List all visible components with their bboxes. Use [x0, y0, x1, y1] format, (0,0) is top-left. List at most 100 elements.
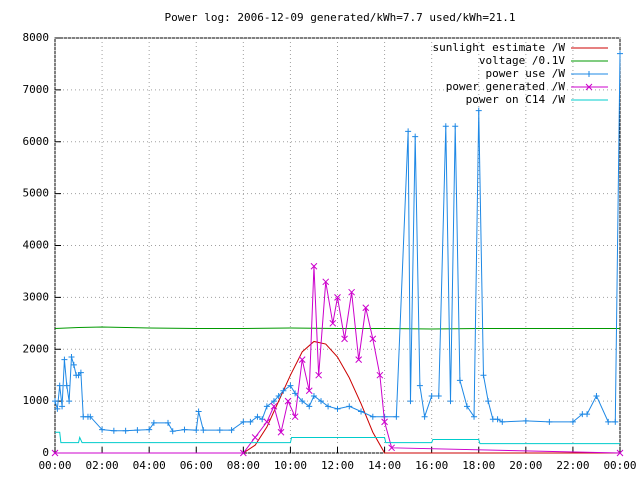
point-marker [165, 419, 171, 426]
x-tick-label: 14:00 [368, 459, 401, 472]
point-marker [325, 403, 332, 410]
point-marker [56, 382, 63, 389]
legend-marker [585, 83, 593, 91]
point-marker [134, 427, 141, 434]
point-marker [99, 426, 106, 433]
point-marker [381, 418, 388, 426]
point-marker [341, 335, 348, 343]
point-marker [376, 371, 384, 379]
point-marker [369, 413, 376, 420]
point-marker [263, 418, 271, 426]
point-marker [68, 354, 75, 361]
point-marker [291, 413, 299, 421]
series-line [55, 431, 620, 445]
y-tick-label: 1000 [23, 394, 50, 407]
point-marker [329, 319, 337, 327]
point-marker [348, 288, 355, 296]
point-marker [63, 382, 70, 389]
y-tick-label: 4000 [23, 239, 50, 252]
point-marker [292, 390, 299, 397]
y-tick-label: 7000 [23, 83, 50, 96]
point-marker [298, 356, 306, 363]
point-marker [299, 398, 306, 405]
legend-label: power on C14 /W [466, 93, 566, 106]
point-marker [407, 398, 414, 405]
point-marker [77, 369, 84, 376]
x-tick-label: 04:00 [133, 459, 166, 472]
point-marker [612, 418, 619, 425]
legend-marker [586, 71, 592, 77]
point-marker [216, 427, 223, 434]
point-marker [369, 335, 377, 343]
point-marker [66, 398, 73, 405]
series-line [55, 266, 621, 454]
x-tick-label: 22:00 [556, 459, 589, 472]
point-marker [471, 413, 478, 420]
point-marker [70, 361, 77, 368]
point-marker [280, 387, 287, 394]
x-tick-label: 20:00 [509, 459, 542, 472]
point-marker [270, 398, 277, 405]
point-marker [52, 398, 58, 405]
point-marker [428, 392, 435, 399]
series-line [55, 340, 620, 454]
point-marker [442, 123, 449, 130]
x-tick-label: 00:00 [603, 459, 636, 472]
point-marker [499, 418, 506, 425]
point-marker [412, 133, 419, 140]
point-marker [54, 405, 61, 412]
point-marker [584, 411, 591, 418]
point-marker [447, 398, 454, 405]
point-marker [287, 382, 294, 389]
point-marker [362, 304, 370, 312]
point-marker [150, 419, 157, 426]
point-marker [270, 402, 278, 410]
point-marker [452, 123, 459, 130]
x-tick-label: 16:00 [415, 459, 448, 472]
point-marker [346, 403, 353, 410]
point-marker [146, 426, 153, 433]
point-marker [405, 128, 412, 135]
x-tick-label: 10:00 [274, 459, 307, 472]
point-marker [275, 392, 282, 399]
point-marker [421, 413, 428, 420]
point-marker [388, 444, 395, 452]
point-marker [355, 356, 363, 363]
point-marker [494, 416, 501, 423]
legend-label: voltage /0.1V [479, 54, 565, 67]
point-marker [310, 262, 318, 270]
point-marker [87, 413, 94, 420]
x-tick-label: 18:00 [462, 459, 495, 472]
point-marker [284, 397, 292, 405]
point-marker [546, 418, 553, 425]
point-marker [247, 418, 254, 425]
point-marker [51, 449, 59, 457]
point-marker [122, 427, 129, 434]
point-marker [239, 449, 247, 457]
point-marker [305, 387, 313, 395]
point-marker [322, 278, 330, 286]
point-marker [251, 434, 259, 441]
legend-label: power use /W [486, 67, 566, 80]
y-tick-label: 0 [42, 446, 49, 459]
point-marker [110, 427, 117, 434]
series-line [54, 326, 620, 330]
point-marker [200, 427, 207, 434]
point-marker [605, 418, 612, 425]
point-marker [277, 428, 285, 436]
y-tick-label: 8000 [23, 31, 50, 44]
point-marker [310, 392, 317, 399]
point-marker [480, 372, 487, 379]
point-marker [617, 50, 623, 57]
x-tick-label: 02:00 [86, 459, 119, 472]
point-marker [181, 426, 188, 433]
point-marker [334, 294, 341, 301]
point-marker [475, 107, 482, 114]
y-tick-label: 2000 [23, 342, 50, 355]
x-tick-label: 12:00 [321, 459, 354, 472]
point-marker [59, 403, 66, 410]
y-tick-label: 3000 [23, 290, 50, 303]
point-marker [240, 418, 247, 425]
